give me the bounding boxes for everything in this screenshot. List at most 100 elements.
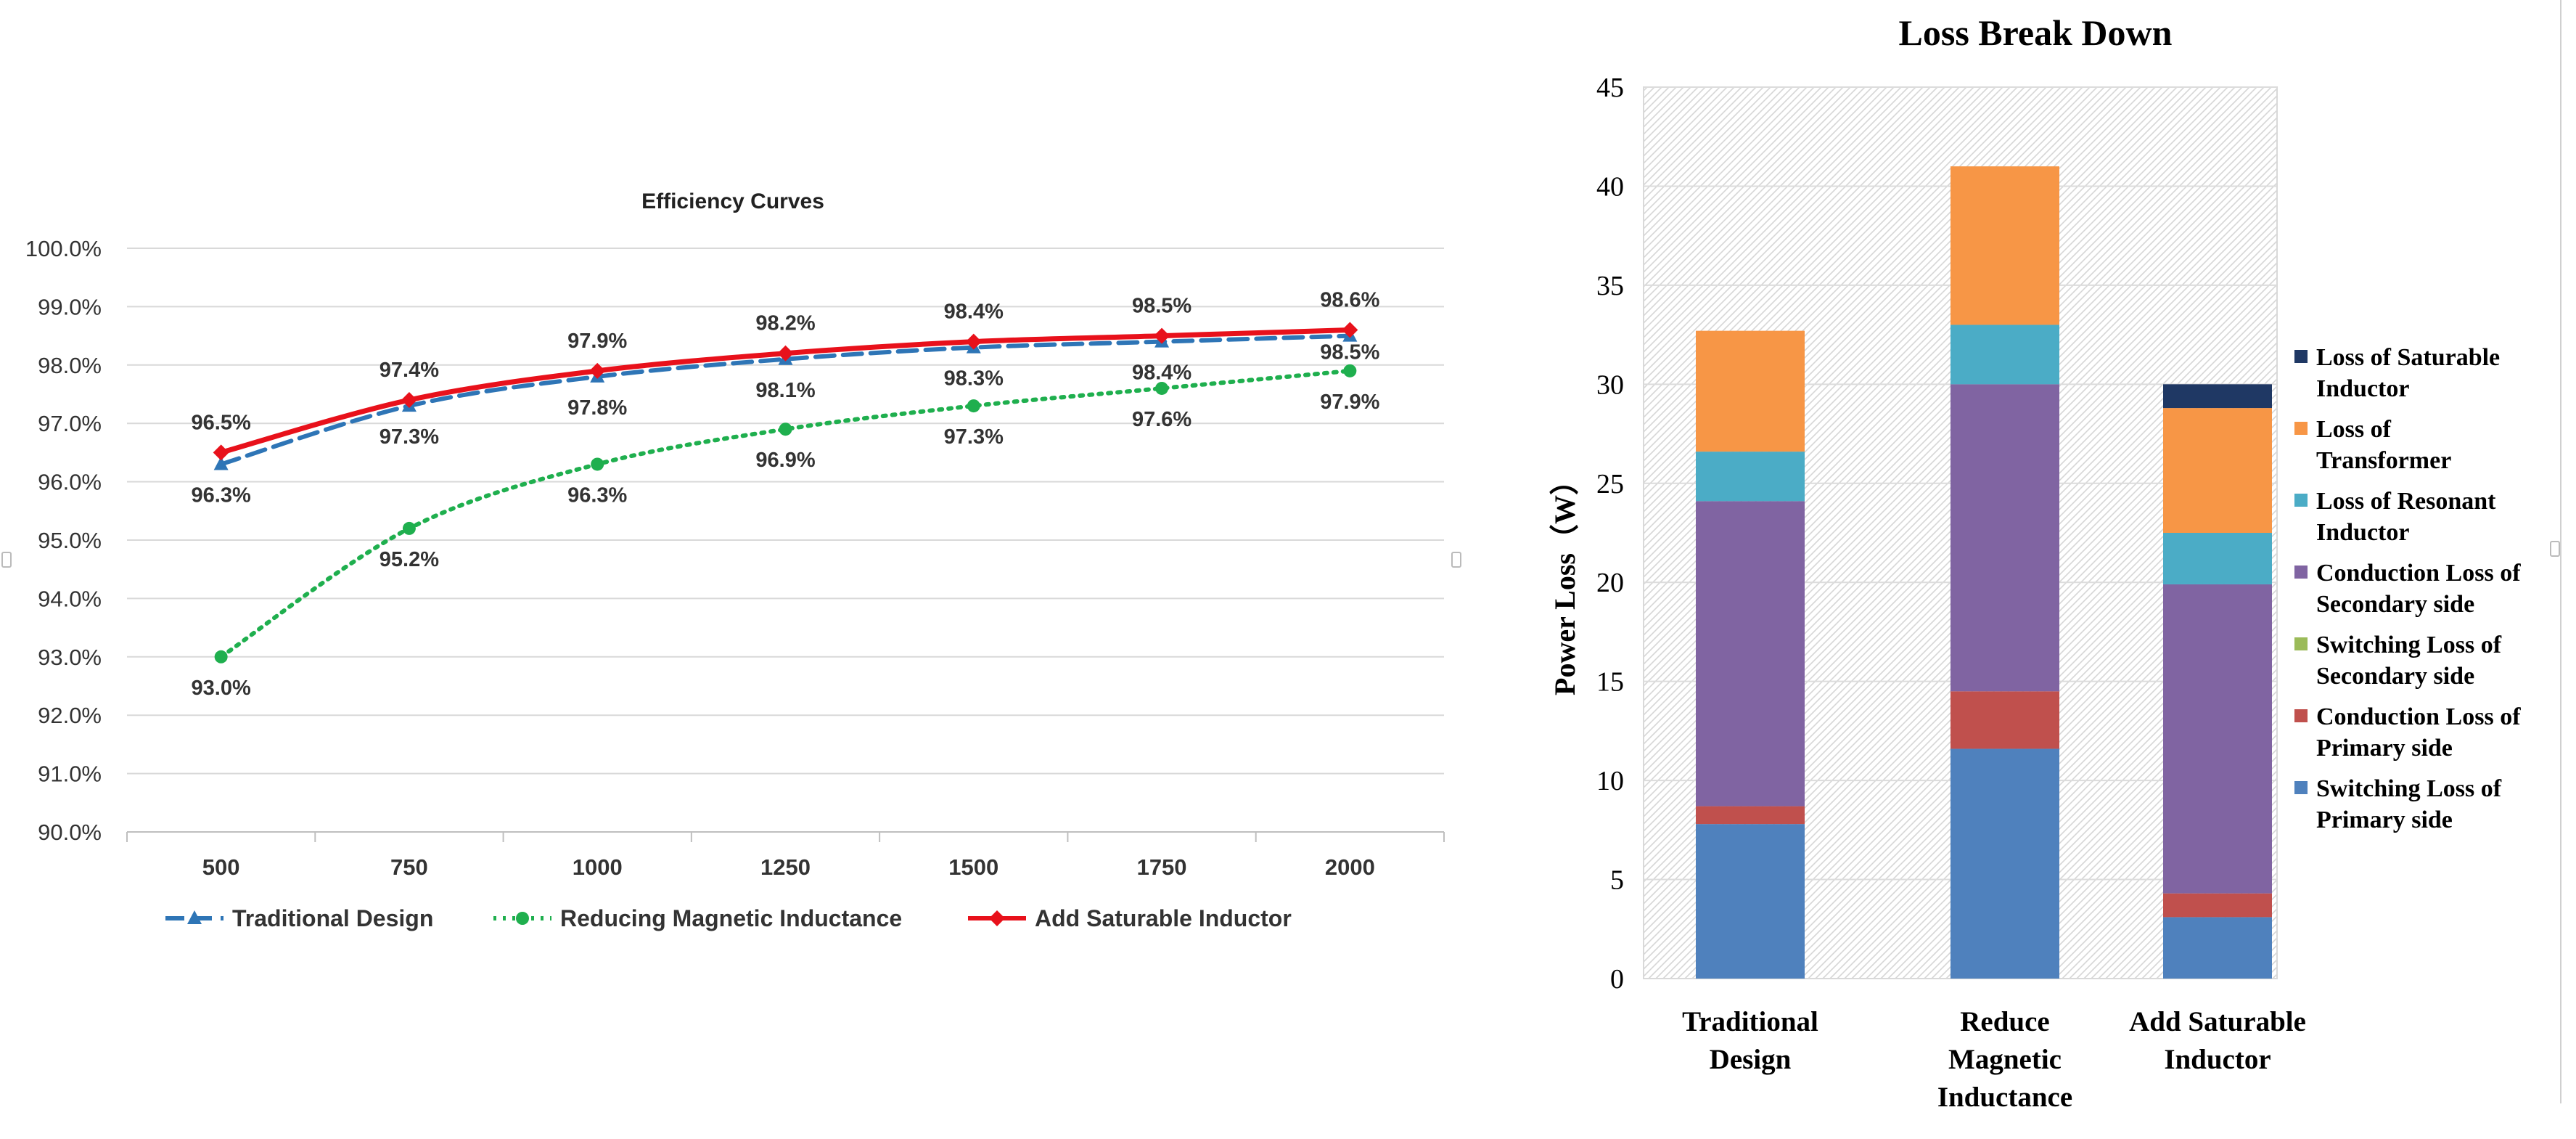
efficiency-data-label: 98.1% [755, 379, 815, 402]
loss-legend-label: Secondary side [2316, 591, 2474, 618]
loss-x-tick-label: Traditional [1682, 1006, 1818, 1037]
loss-legend-swatch [2294, 709, 2308, 722]
efficiency-x-tick-label: 2000 [1325, 854, 1375, 880]
efficiency-data-label: 98.4% [1132, 362, 1191, 385]
efficiency-y-tick-label: 96.0% [38, 470, 102, 495]
loss-bar-segment [2163, 408, 2272, 533]
efficiency-data-label: 98.3% [944, 367, 1004, 391]
loss-legend-label: Loss of Resonant [2316, 488, 2496, 515]
efficiency-x-tick-label: 500 [202, 854, 240, 880]
loss-y-tick-label: 0 [1610, 964, 1624, 995]
loss-chart: Loss Break Down Power Loss（W） 0 5 10 15 20 25… [1549, 12, 2521, 1113]
loss-y-tick-label: 15 [1596, 667, 1624, 698]
efficiency-x-tick-label: 1000 [573, 854, 623, 880]
loss-bar-segment [2163, 893, 2272, 918]
loss-bar-segment [1951, 166, 2059, 325]
efficiency-y-tick-label: 93.0% [38, 645, 102, 670]
efficiency-y-tick-label: 98.0% [38, 353, 102, 378]
loss-y-tick-label: 10 [1596, 766, 1624, 796]
efficiency-data-point [967, 399, 980, 413]
efficiency-data-label: 95.2% [380, 548, 439, 571]
loss-x-axis: Traditional Design Reduce Magnetic Inductanc… [1682, 1006, 2306, 1113]
efficiency-data-label: 96.9% [755, 449, 815, 472]
loss-legend-swatch [2294, 637, 2308, 650]
efficiency-data-point [965, 333, 982, 350]
loss-legend-label: Secondary side [2316, 663, 2474, 690]
efficiency-data-point [1155, 381, 1169, 395]
efficiency-data-point [213, 456, 229, 470]
loss-y-axis-label: Power Loss（W） [1549, 466, 1581, 695]
efficiency-data-label: 97.9% [1320, 391, 1379, 414]
loss-legend-label: Switching Loss of [2316, 632, 2502, 658]
loss-legend-label: Conduction Loss of [2316, 560, 2521, 587]
efficiency-data-point [1342, 322, 1358, 338]
loss-bar-segment [2163, 384, 2272, 409]
loss-x-tick-label: Add Saturable [2129, 1006, 2306, 1037]
efficiency-legend-marker [187, 910, 202, 924]
efficiency-data-label: 96.3% [192, 483, 251, 507]
resize-handle-left [1, 552, 12, 568]
loss-legend-label: Primary side [2316, 735, 2453, 762]
loss-bar-segment [1951, 748, 2059, 979]
efficiency-chart: Efficiency Curves 90.0% 91.0% 92.0% 93.0% 94… [25, 189, 1445, 931]
loss-y-tick-label: 20 [1596, 568, 1624, 598]
resize-handle-right [2550, 541, 2560, 557]
loss-bar-segment [2163, 917, 2272, 979]
loss-legend-swatch [2294, 350, 2308, 363]
loss-y-tick-label: 5 [1610, 865, 1624, 896]
efficiency-data-label: 93.0% [192, 677, 251, 700]
efficiency-legend: Traditional Design Reducing Magnetic Indu… [165, 905, 1292, 931]
efficiency-data-label: 97.9% [567, 330, 627, 353]
loss-legend-swatch [2294, 422, 2308, 435]
efficiency-legend-marker [516, 912, 529, 925]
efficiency-data-label: 97.4% [380, 359, 439, 382]
loss-x-tick-label: Inductor [2164, 1044, 2271, 1075]
loss-bar-segment [2163, 533, 2272, 584]
loss-legend: Loss of Saturable Inductor Loss of Transfor… [2294, 344, 2521, 833]
efficiency-series [213, 322, 1358, 664]
efficiency-data-label: 97.3% [380, 425, 439, 449]
loss-x-tick-label: Inductance [1937, 1082, 2072, 1113]
loss-legend-label: Conduction Loss of [2316, 703, 2521, 730]
efficiency-y-tick-label: 94.0% [38, 586, 102, 611]
efficiency-data-label: 96.3% [567, 483, 627, 507]
loss-y-tick-label: 40 [1596, 171, 1624, 202]
efficiency-y-tick-label: 91.0% [38, 762, 102, 787]
panel-edge-line [2560, 0, 2561, 1103]
efficiency-data-labels: 96.3% 97.3% 97.8% 98.1% 98.3% 98.4% 98.5% 93.0%… [192, 289, 1380, 700]
resize-handle-middle [1451, 552, 1461, 568]
loss-legend-label: Primary side [2316, 807, 2453, 833]
efficiency-y-tick-label: 100.0% [25, 236, 102, 261]
efficiency-data-label: 98.2% [755, 312, 815, 335]
loss-bar-segment [1696, 501, 1805, 807]
loss-bar-segment [1951, 691, 2059, 749]
efficiency-data-point [1343, 364, 1357, 377]
loss-x-tick-label: Magnetic [1948, 1044, 2062, 1075]
efficiency-data-point [401, 392, 417, 409]
loss-legend-swatch [2294, 494, 2308, 507]
loss-bar-segment [2163, 584, 2272, 894]
efficiency-data-point [779, 422, 792, 436]
efficiency-y-tick-label: 92.0% [38, 703, 102, 728]
efficiency-data-label: 98.5% [1320, 341, 1379, 364]
loss-y-tick-label: 45 [1596, 73, 1624, 103]
efficiency-legend-label: Traditional Design [232, 905, 433, 931]
loss-legend-label: Loss of Saturable [2316, 344, 2500, 371]
loss-y-tick-label: 30 [1596, 370, 1624, 400]
efficiency-legend-label: Reducing Magnetic Inductance [560, 905, 902, 931]
loss-legend-swatch [2294, 781, 2308, 794]
efficiency-data-point [1154, 327, 1170, 344]
loss-legend-label: Inductor [2316, 519, 2409, 546]
efficiency-x-tick-label: 1500 [948, 854, 998, 880]
loss-bar-segment [1696, 824, 1805, 979]
loss-bar-segment [1951, 324, 2059, 385]
efficiency-data-label: 97.3% [944, 425, 1004, 449]
efficiency-x-axis: 500 750 1000 1250 1500 1750 2000 [126, 832, 1445, 880]
loss-bar-segment [1696, 452, 1805, 502]
loss-bar-segment [1696, 806, 1805, 825]
loss-y-axis: 0 5 10 15 20 25 30 35 40 45 [1596, 73, 1624, 995]
efficiency-legend-label: Add Saturable Inductor [1035, 905, 1292, 931]
efficiency-data-label: 98.6% [1320, 289, 1379, 312]
efficiency-y-tick-label: 99.0% [38, 294, 102, 319]
